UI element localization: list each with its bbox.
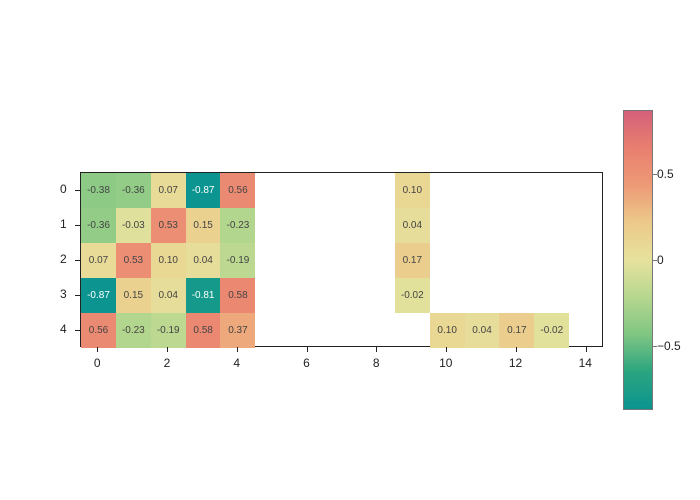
x-tick-mark — [167, 347, 169, 352]
heatmap-cell: -0.19 — [220, 243, 256, 278]
heatmap-cell: 0.15 — [115, 278, 151, 313]
colorbar-tick-mark — [653, 346, 657, 348]
heatmap-cell: 0.56 — [81, 313, 116, 348]
colorbar-tick-label: 0 — [657, 253, 664, 267]
x-tick-mark — [446, 347, 448, 352]
y-tick-mark — [75, 259, 80, 261]
x-tick-mark — [97, 347, 99, 352]
heatmap-cell: 0.10 — [394, 173, 430, 208]
heatmap-cell: 0.10 — [150, 243, 186, 278]
heatmap-cell: 0.56 — [220, 173, 256, 208]
x-tick-label: 14 — [578, 356, 592, 370]
x-tick-label: 6 — [303, 356, 310, 370]
heatmap-cell: 0.58 — [185, 313, 221, 348]
x-tick-mark — [306, 347, 308, 352]
heatmap-cell: -0.87 — [81, 278, 116, 313]
x-tick-mark — [585, 347, 587, 352]
colorbar — [623, 110, 653, 410]
x-tick-mark — [515, 347, 517, 352]
y-tick-mark — [75, 189, 80, 191]
heatmap-cell: -0.23 — [220, 208, 256, 243]
x-tick-label: 8 — [372, 356, 380, 370]
colorbar-tick-mark — [653, 260, 657, 261]
heatmap-cell: 0.04 — [464, 313, 500, 348]
colorbar-tick-label: 0.5 — [657, 166, 674, 181]
heatmap-cell: 0.07 — [150, 173, 186, 208]
y-tick-mark — [75, 224, 80, 226]
heatmap-cell: -0.02 — [534, 313, 570, 348]
x-tick-label: 12 — [508, 356, 523, 370]
heatmap-cell: 0.53 — [150, 208, 186, 243]
x-tick-label: 4 — [233, 356, 241, 370]
y-tick-mark — [75, 294, 80, 296]
heatmap-cell: 0.07 — [81, 243, 116, 278]
heatmap-cell: 0.04 — [150, 278, 186, 313]
heatmap-cell: -0.23 — [115, 313, 151, 348]
heatmap-cell: 0.04 — [185, 243, 221, 278]
heatmap-cell: 0.10 — [429, 313, 465, 348]
heatmap-cell: 0.37 — [220, 313, 256, 348]
colorbar-tick-label: −0.5 — [657, 339, 681, 354]
heatmap-cell: 0.58 — [220, 278, 256, 313]
heatmap-cell: 0.17 — [499, 313, 535, 348]
x-tick-mark — [236, 347, 238, 352]
x-tick-mark — [376, 347, 378, 352]
heatmap-plot-area: -0.38 -0.36 0.07 -0.87 0.56 -0.36 -0.03 0.53 0.1… — [80, 172, 603, 348]
y-tick-label: 4 — [60, 321, 67, 336]
heatmap-cell: -0.36 — [115, 173, 151, 208]
heatmap-cell: 0.53 — [115, 243, 151, 278]
x-tick-label: 10 — [439, 356, 453, 370]
heatmap-cell: -0.38 — [81, 173, 116, 208]
heatmap-cell: 0.15 — [185, 208, 221, 243]
heatmap-cell: -0.87 — [185, 173, 221, 208]
heatmap-cell: 0.04 — [394, 208, 430, 243]
heatmap-cell: -0.36 — [81, 208, 116, 243]
y-tick-label: 1 — [60, 216, 67, 231]
x-tick-label: 2 — [163, 356, 171, 370]
heatmap-cell: 0.17 — [394, 243, 430, 278]
heatmap-cell: -0.03 — [115, 208, 151, 243]
y-tick-label: 0 — [60, 181, 67, 196]
heatmap-cell: -0.81 — [185, 278, 221, 313]
heatmap-cell: -0.02 — [394, 278, 430, 313]
x-tick-label: 0 — [93, 356, 101, 370]
y-tick-label: 2 — [60, 251, 67, 266]
colorbar-tick-mark — [653, 173, 657, 175]
y-tick-mark — [75, 329, 80, 331]
heatmap-cell: -0.19 — [150, 313, 186, 348]
y-tick-label: 3 — [60, 286, 67, 301]
